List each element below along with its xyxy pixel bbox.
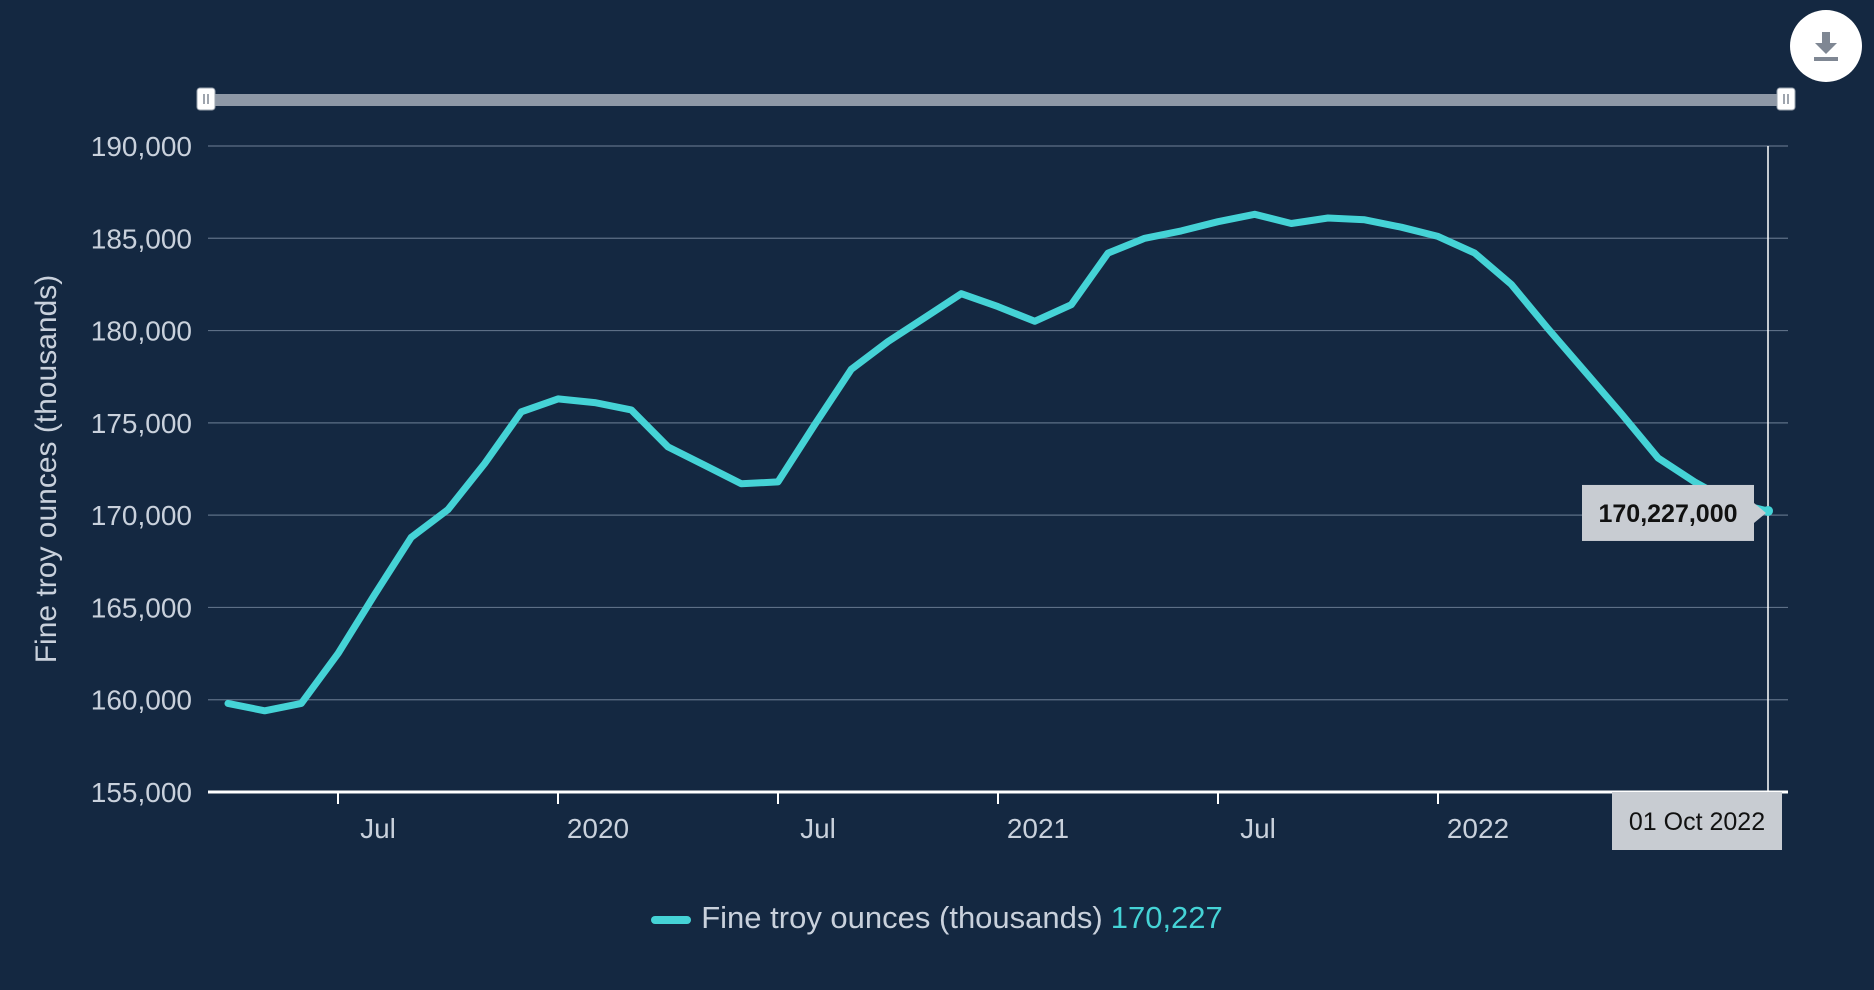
data-point[interactable]: [372, 592, 377, 597]
y-tick-label: 180,000: [91, 316, 192, 347]
value-tooltip-box: [1582, 484, 1754, 541]
date-tooltip: 01 Oct 2022: [1612, 792, 1782, 850]
y-tick-label: 175,000: [91, 408, 192, 439]
data-point[interactable]: [1362, 217, 1367, 222]
data-point[interactable]: [1252, 212, 1257, 217]
data-point[interactable]: [262, 708, 267, 713]
data-point[interactable]: [1582, 369, 1587, 374]
y-axis-ticks: 155,000 160,000 165,000 170,000 175,000 180,0…: [91, 131, 192, 808]
series-line[interactable]: [224, 210, 1772, 715]
data-point[interactable]: [299, 701, 304, 706]
x-axis-ticks: Jul 2020 Jul 2021 Jul 2022: [337, 792, 1509, 844]
data-point[interactable]: [1289, 221, 1294, 226]
data-point[interactable]: [886, 339, 890, 344]
value-tooltip-label: 170,227,000: [1598, 500, 1737, 528]
data-point[interactable]: [336, 651, 340, 656]
y-tick-label: 170,000: [91, 500, 192, 531]
data-point[interactable]: [812, 422, 817, 427]
legend[interactable]: Fine troy ounces (thousands) 170,227: [0, 900, 1874, 936]
data-point[interactable]: [996, 304, 1000, 309]
series-line-group[interactable]: [224, 210, 1772, 715]
data-point[interactable]: [1179, 228, 1184, 233]
download-icon: [1814, 32, 1838, 61]
x-tick-label: 2022: [1447, 813, 1509, 844]
data-point[interactable]: [1546, 326, 1550, 331]
x-tick-label: 2021: [1007, 813, 1069, 844]
data-point[interactable]: [1326, 215, 1330, 220]
x-tick-label: Jul: [800, 813, 836, 844]
data-point[interactable]: [1142, 236, 1147, 241]
navigator-handle-right[interactable]: [1776, 87, 1796, 111]
value-tooltip: 170,227,000: [1582, 484, 1766, 541]
data-point[interactable]: [666, 444, 670, 449]
data-point[interactable]: [1692, 479, 1697, 484]
y-tick-label: 165,000: [91, 592, 192, 623]
data-point[interactable]: [1106, 251, 1110, 256]
data-point[interactable]: [519, 409, 524, 414]
data-point[interactable]: [1216, 219, 1220, 224]
legend-series-value: 170,227: [1110, 900, 1223, 935]
y-gridlines: [208, 145, 1788, 794]
data-point[interactable]: [409, 535, 414, 540]
data-point[interactable]: [1619, 411, 1624, 416]
data-point[interactable]: [446, 507, 450, 512]
date-tooltip-label: 01 Oct 2022: [1629, 808, 1765, 836]
data-point[interactable]: [556, 396, 560, 401]
data-point[interactable]: [1656, 455, 1660, 460]
x-tick-label: 2020: [567, 813, 629, 844]
data-point[interactable]: [849, 367, 854, 372]
range-navigator[interactable]: [196, 87, 1796, 111]
data-point[interactable]: [1399, 225, 1404, 230]
highlight-point: [1763, 505, 1773, 516]
value-tooltip-pointer: [1754, 502, 1766, 523]
y-axis-title: Fine troy ounces (thousands): [30, 275, 63, 664]
data-point[interactable]: [922, 315, 927, 320]
y-tick-label: 155,000: [91, 777, 192, 808]
y-tick-label: 160,000: [91, 685, 192, 716]
x-tick-label: Jul: [360, 813, 396, 844]
data-point[interactable]: [1069, 302, 1074, 307]
y-tick-label: 185,000: [91, 223, 192, 254]
data-point[interactable]: [1472, 251, 1477, 256]
data-point[interactable]: [739, 481, 744, 486]
data-point[interactable]: [959, 291, 964, 296]
y-tick-label: 190,000: [91, 131, 192, 162]
crosshair: [1763, 146, 1773, 792]
legend-series-name: Fine troy ounces (thousands): [701, 900, 1103, 935]
data-point[interactable]: [702, 463, 707, 468]
data-point[interactable]: [1436, 234, 1440, 239]
data-point[interactable]: [1509, 282, 1514, 287]
x-tick-label: Jul: [1240, 813, 1276, 844]
navigator-track[interactable]: [206, 94, 1786, 106]
download-button[interactable]: [1790, 10, 1862, 82]
data-point[interactable]: [776, 479, 780, 484]
navigator-handle-left[interactable]: [196, 87, 216, 111]
data-point[interactable]: [629, 407, 634, 412]
date-tooltip-box: [1612, 792, 1782, 850]
data-point[interactable]: [592, 400, 597, 405]
data-point[interactable]: [482, 461, 487, 466]
data-point[interactable]: [1032, 319, 1037, 324]
legend-swatch: [651, 915, 692, 924]
data-point[interactable]: [226, 701, 230, 706]
